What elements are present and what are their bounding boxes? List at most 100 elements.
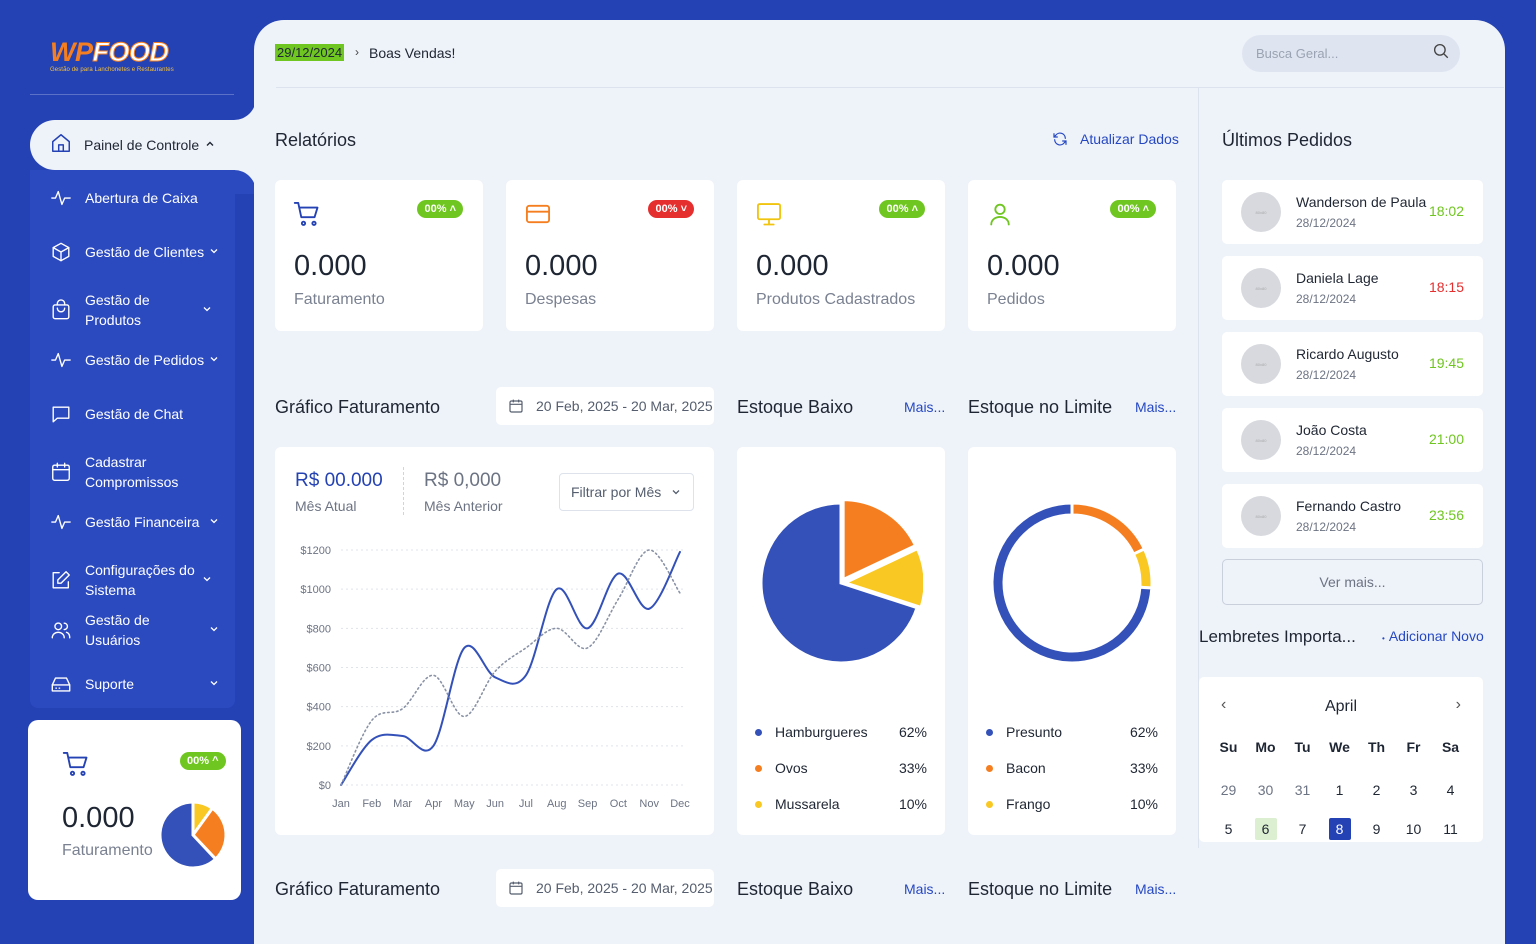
x-tick-label: Jan [332, 798, 350, 810]
stat-label: Despesas [525, 291, 597, 308]
search-icon[interactable] [1432, 42, 1450, 65]
calendar-month: April [1324, 698, 1357, 715]
date-range-label: 20 Feb, 2025 - 20 Mar, 2025 [536, 880, 713, 896]
column-divider [1198, 88, 1199, 848]
chevron-up-icon [205, 139, 215, 152]
calendar-day[interactable]: 4 [1446, 781, 1455, 798]
logo[interactable]: WPFOOD Gestão de para Lanchonetes e Rest… [50, 37, 174, 74]
current-month-value: R$ 00.000 [295, 470, 383, 491]
bottom-limit-stock-more-link[interactable]: Mais... [1135, 881, 1177, 897]
order-item[interactable]: 80x80 Ricardo Augusto 28/12/2024 19:45 [1222, 332, 1483, 396]
legend-dot [755, 764, 762, 772]
stat-card-produtos[interactable]: 00% ˄ 0.000 Produtos Cadastrados [737, 180, 945, 343]
calendar-day[interactable]: 31 [1294, 781, 1311, 798]
logo-brand-b: FOOD [92, 37, 170, 67]
chevron-down-icon [201, 574, 213, 587]
stat-card-despesas[interactable]: 00% ˅ 0.000 Despesas [506, 180, 714, 343]
x-tick-label: Dec [670, 798, 690, 810]
order-item[interactable]: 80x80 Fernando Castro 28/12/2024 23:56 [1222, 484, 1483, 548]
x-tick-label: Jun [486, 798, 504, 810]
bottom-low-stock-more-link[interactable]: Mais... [904, 881, 946, 897]
user-icon [986, 200, 1014, 228]
sidebar-item-label: Cadastrar Compromissos [85, 454, 179, 490]
see-more-orders-button[interactable]: Ver mais... [1222, 559, 1483, 605]
search-bar [1242, 35, 1460, 72]
y-tick-label: $0 [319, 780, 331, 792]
order-customer-name: Daniela Lage [1296, 270, 1379, 286]
order-date: 28/12/2024 [1296, 368, 1357, 382]
sidebar-item-gestao-financeira[interactable]: Gestão Financeira [50, 504, 220, 540]
sidebar-item-label: Gestão de Pedidos [85, 352, 205, 368]
sidebar-item-abertura-de-caixa[interactable]: Abertura de Caixa [50, 180, 220, 216]
legend-percent: 10% [898, 796, 927, 812]
calendar-day[interactable]: 1 [1335, 781, 1344, 798]
sidebar-item-configuracoes-do-sistema[interactable]: Configurações do Sistema [50, 558, 220, 602]
legend-percent: 62% [1129, 724, 1158, 740]
avatar: 80x80 [1241, 192, 1281, 232]
y-tick-label: $800 [307, 623, 331, 635]
chevron-down-icon [208, 354, 220, 367]
sidebar-item-gestao-de-chat[interactable]: Gestão de Chat [50, 396, 220, 432]
logo-divider [30, 94, 234, 95]
header-divider [276, 87, 1504, 88]
sidebar-item-cadastrar-compromissos[interactable]: Cadastrar Compromissos [50, 450, 220, 494]
order-date: 28/12/2024 [1296, 216, 1357, 230]
calendar-day[interactable]: 5 [1224, 820, 1233, 837]
sidebar-item-gestao-de-produtos[interactable]: Gestão de Produtos [50, 288, 220, 332]
legend-label: Mussarela [775, 796, 840, 812]
order-item[interactable]: 80x80 Daniela Lage 28/12/2024 18:15 [1222, 256, 1483, 320]
stat-value: 0.000 [987, 250, 1060, 282]
bottom-date-range-picker[interactable]: 20 Feb, 2025 - 20 Mar, 2025 [496, 869, 714, 907]
calendar-day[interactable]: 10 [1405, 820, 1422, 837]
calendar-day[interactable]: 29 [1220, 781, 1237, 798]
search-input[interactable] [1256, 46, 1432, 61]
order-time: 18:15 [1428, 279, 1464, 295]
calendar-day[interactable]: 7 [1298, 820, 1307, 837]
sidebar-item-gestao-de-usuarios[interactable]: Gestão de Usuários [50, 612, 220, 648]
month-filter-label: Filtrar por Mês [571, 484, 662, 500]
refresh-data-button[interactable]: Atualizar Dados [1052, 131, 1179, 147]
calendar-day[interactable]: 8 [1321, 809, 1358, 842]
calendar-day[interactable]: 9 [1372, 820, 1381, 837]
trend-badge: 00% ˄ [879, 200, 925, 218]
stats-divider [403, 467, 404, 515]
calendar-day[interactable]: 30 [1257, 781, 1274, 798]
sidebar-item-suporte[interactable]: Suporte [50, 666, 220, 702]
calendar-day[interactable]: 3 [1409, 781, 1418, 798]
calendar-day[interactable]: 6 [1247, 809, 1284, 842]
stat-label: Produtos Cadastrados [756, 291, 916, 308]
x-tick-label: Jul [519, 798, 533, 810]
legend-percent: 10% [1129, 796, 1158, 812]
legend-item: Bacon 33% [986, 760, 1158, 776]
month-filter-select[interactable]: Filtrar por Mês [559, 473, 694, 511]
order-item[interactable]: 80x80 Wanderson de Paula 28/12/2024 18:02 [1222, 180, 1483, 244]
limit-stock-more-link[interactable]: Mais... [1135, 399, 1177, 415]
sidebar-card-label: Faturamento [62, 842, 153, 859]
calendar-day[interactable]: 2 [1372, 781, 1381, 798]
main-content: 29/12/2024 › Boas Vendas! Relatórios Atu… [254, 20, 1505, 944]
stat-card-pedidos[interactable]: 00% ˄ 0.000 Pedidos [968, 180, 1176, 343]
x-tick-label: May [454, 798, 475, 810]
add-reminder-link[interactable]: • Adicionar Novo [1382, 628, 1484, 644]
sidebar-item-gestao-de-clientes[interactable]: Gestão de Clientes [50, 234, 220, 270]
credit-card-icon [524, 200, 552, 228]
date-range-picker[interactable]: 20 Feb, 2025 - 20 Mar, 2025 [496, 387, 714, 425]
order-item[interactable]: 80x80 João Costa 28/12/2024 21:00 [1222, 408, 1483, 472]
avatar: 80x80 [1241, 496, 1281, 536]
revenue-chart-card: R$ 00.000 Mês Atual R$ 0,000 Mês Anterio… [275, 447, 714, 835]
bag-icon [50, 299, 72, 321]
previous-month-value: R$ 0,000 [424, 470, 502, 491]
sidebar-item-painel-de-controle[interactable]: Painel de Controle [30, 120, 256, 170]
chevron-right-icon[interactable]: › [1455, 696, 1461, 713]
pie-slice [759, 501, 919, 665]
reports-title: Relatórios [275, 130, 357, 150]
trend-badge: 00% ˅ [648, 200, 694, 218]
low-stock-pie-chart [759, 501, 923, 665]
sidebar-item-gestao-de-pedidos[interactable]: Gestão de Pedidos [50, 342, 220, 378]
low-stock-more-link[interactable]: Mais... [904, 399, 946, 415]
chevron-down-icon [208, 246, 220, 259]
stat-card-faturamento[interactable]: 00% ˄ 0.000 Faturamento [275, 180, 483, 343]
sidebar-item-label: Gestão de Clientes [85, 244, 205, 260]
calendar-day[interactable]: 11 [1443, 820, 1458, 837]
chevron-left-icon[interactable]: ‹ [1221, 696, 1227, 713]
